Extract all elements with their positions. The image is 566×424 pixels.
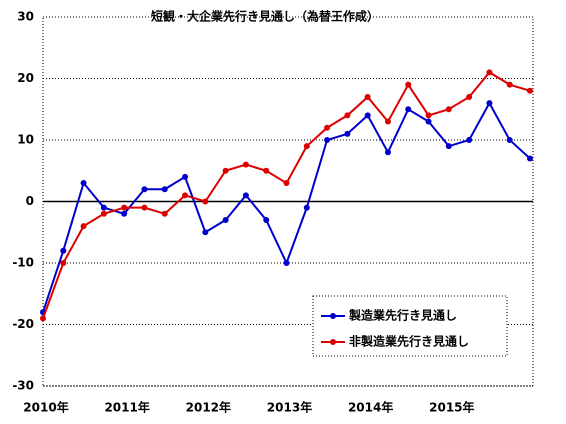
point xyxy=(466,137,473,143)
point xyxy=(202,198,209,205)
point xyxy=(242,161,249,168)
point xyxy=(100,210,107,217)
y-tick-label: 20 xyxy=(17,71,34,85)
x-tick-label: 2011年 xyxy=(104,400,149,415)
point xyxy=(100,204,107,211)
x-tick-label: 2015年 xyxy=(429,400,474,415)
point xyxy=(303,204,310,211)
x-tick-label: 2013年 xyxy=(267,400,312,415)
x-tick-label: 2010年 xyxy=(23,400,68,415)
point xyxy=(182,173,189,180)
point xyxy=(121,210,128,217)
x-tick-label: 2014年 xyxy=(348,400,393,415)
point xyxy=(486,100,493,107)
point xyxy=(324,137,331,143)
point xyxy=(283,260,290,266)
point xyxy=(506,81,513,88)
line xyxy=(42,101,531,313)
point xyxy=(263,167,270,174)
y-tick-label: 30 xyxy=(17,10,34,24)
point xyxy=(364,112,371,119)
point xyxy=(80,180,87,187)
legend-marker xyxy=(330,313,336,319)
point xyxy=(344,112,351,119)
y-tick-label: 0 xyxy=(26,194,34,208)
legend-label: 非製造業先行き見通し xyxy=(349,334,469,349)
line xyxy=(42,71,531,319)
point xyxy=(141,186,148,193)
point xyxy=(527,87,533,94)
point xyxy=(364,93,371,100)
chart-title: 短観・大企業先行き見通し（為替王作成） xyxy=(151,9,379,24)
point xyxy=(141,204,148,211)
point xyxy=(486,69,493,76)
point xyxy=(161,210,168,217)
point xyxy=(405,81,412,88)
point xyxy=(263,216,270,223)
point xyxy=(405,106,412,113)
point xyxy=(506,137,513,143)
point xyxy=(222,216,229,223)
point xyxy=(445,106,452,113)
point xyxy=(445,143,452,150)
point xyxy=(222,167,229,174)
y-tick-label: 10 xyxy=(17,133,34,147)
point xyxy=(527,155,533,162)
point xyxy=(324,124,331,131)
y-tick-label: -10 xyxy=(12,256,34,270)
point xyxy=(283,180,290,187)
point xyxy=(40,315,46,322)
legend-frame xyxy=(312,295,508,357)
y-tick-label: -20 xyxy=(12,317,34,331)
point xyxy=(242,192,249,199)
point xyxy=(384,149,391,156)
point xyxy=(60,260,67,266)
y-tick-label: -30 xyxy=(12,379,34,393)
point xyxy=(303,143,310,150)
legend-label: 製造業先行き見通し xyxy=(348,308,457,323)
point xyxy=(425,112,432,119)
point xyxy=(425,118,432,125)
legend-marker xyxy=(330,339,336,345)
point xyxy=(121,204,128,211)
point xyxy=(182,192,189,199)
x-tick-label: 2012年 xyxy=(186,400,231,415)
plot-frame xyxy=(42,16,534,387)
point xyxy=(80,223,87,230)
point xyxy=(161,186,168,193)
point xyxy=(466,93,473,100)
point xyxy=(384,118,391,125)
point xyxy=(202,229,209,236)
point xyxy=(344,130,351,137)
point xyxy=(60,247,67,254)
